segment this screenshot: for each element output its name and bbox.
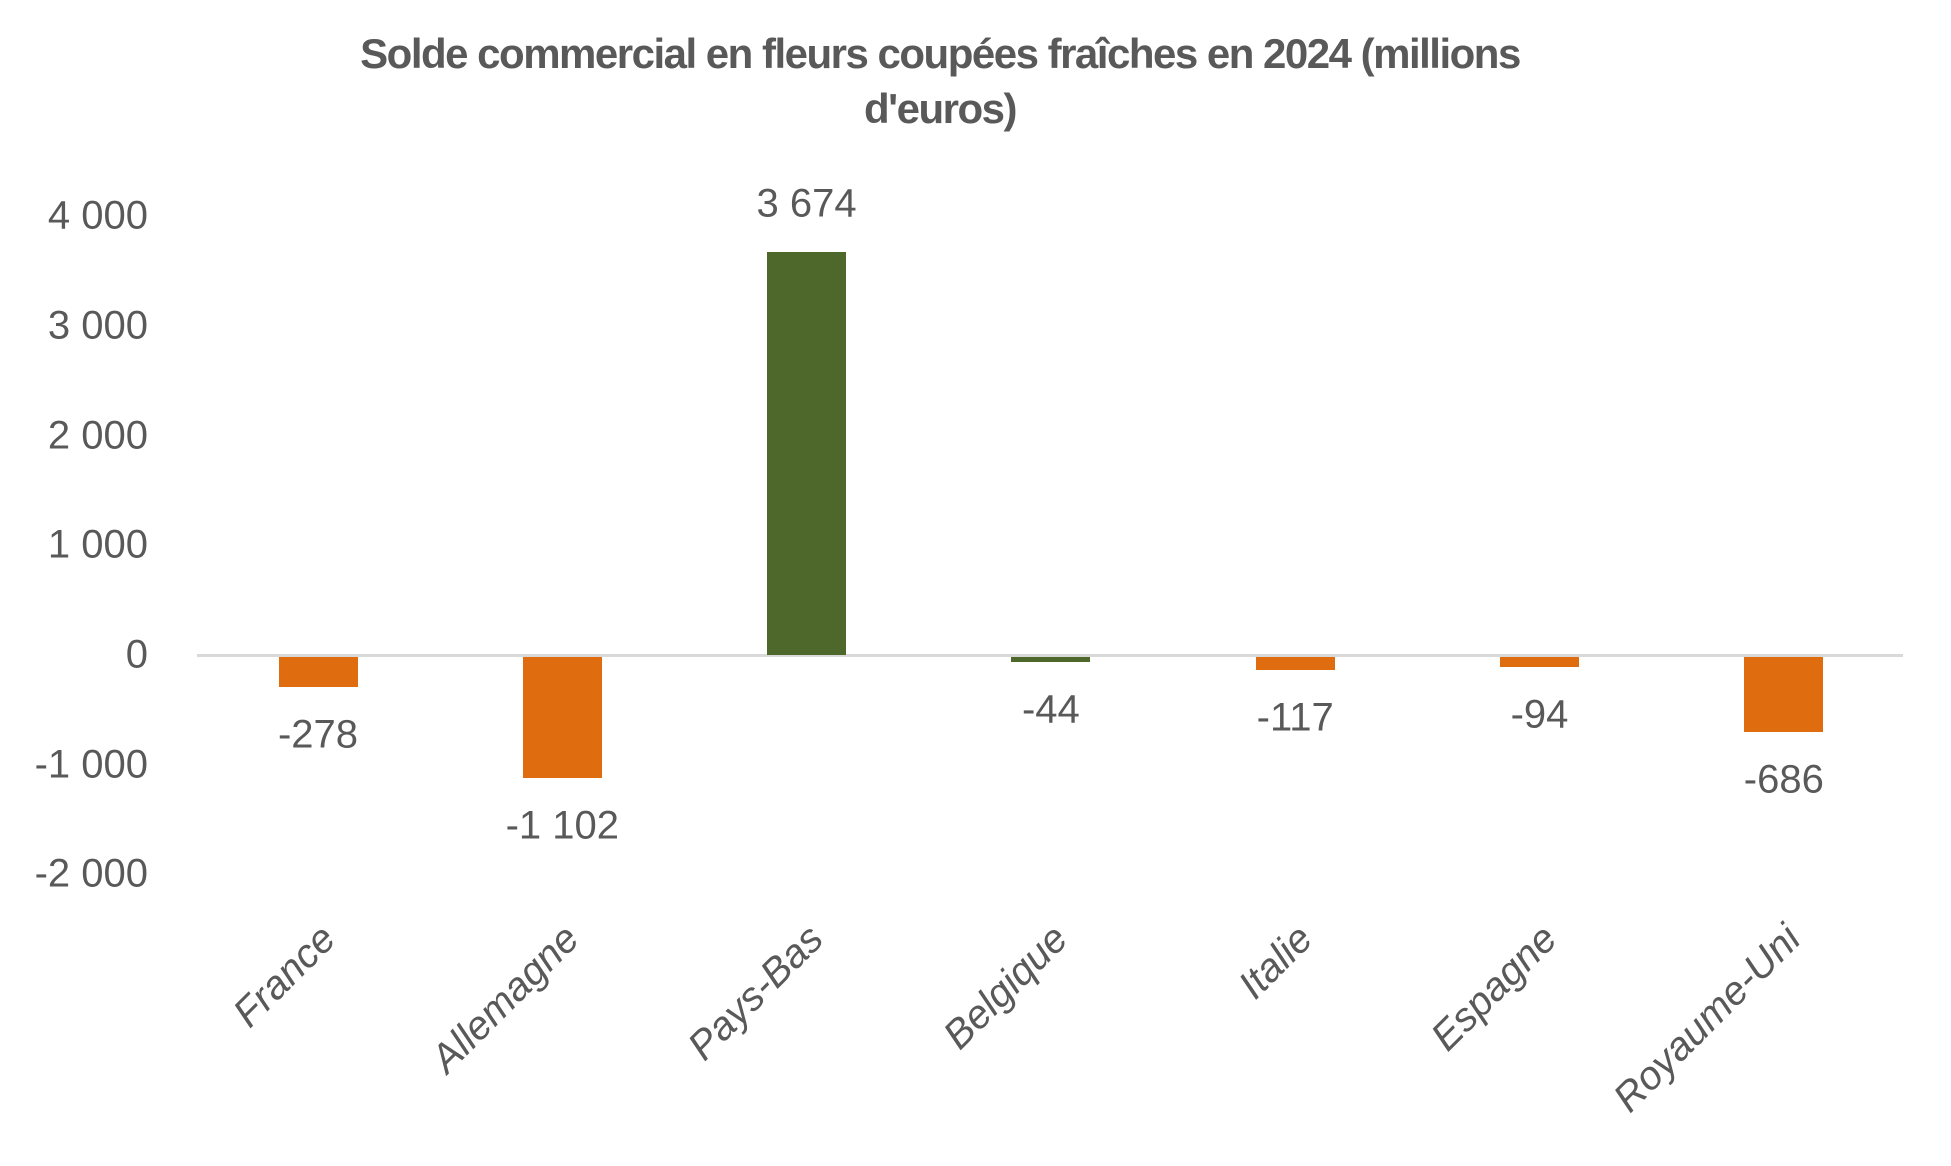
x-axis-label-espagne: Espagne bbox=[1422, 916, 1566, 1060]
chart-title: Solde commercial en fleurs coupées fraîc… bbox=[60, 26, 1820, 136]
bar-royaume-uni[interactable] bbox=[1744, 657, 1824, 733]
x-axis-label-belgique: Belgique bbox=[935, 916, 1077, 1058]
x-axis-zero-line bbox=[197, 653, 1903, 657]
y-axis-tick-label: 4 000 bbox=[47, 193, 148, 238]
value-label-pays-bas: 3 674 bbox=[756, 181, 857, 226]
y-axis-tick-label: 2 000 bbox=[47, 413, 148, 458]
value-label-espagne: -94 bbox=[1510, 692, 1569, 737]
bar-italie[interactable] bbox=[1255, 657, 1335, 670]
chart-title-line-2: d'euros) bbox=[863, 85, 1018, 132]
x-axis-label-france: France bbox=[224, 916, 344, 1036]
bar-france[interactable] bbox=[278, 657, 358, 688]
bar-belgique[interactable] bbox=[1011, 657, 1091, 662]
value-label-allemagne: -1 102 bbox=[505, 803, 620, 848]
y-axis-tick-label: 3 000 bbox=[47, 303, 148, 348]
value-label-belgique: -44 bbox=[1021, 687, 1080, 732]
x-axis-label-pays-bas: Pays-Bas bbox=[680, 916, 833, 1069]
y-axis-tick-label: -1 000 bbox=[34, 742, 148, 787]
y-axis-tick-label: 1 000 bbox=[47, 522, 148, 567]
value-label-france: -278 bbox=[277, 712, 359, 757]
x-axis-label-allemagne: Allemagne bbox=[423, 916, 588, 1082]
y-axis-tick-label: -2 000 bbox=[34, 851, 148, 896]
value-label-royaume-uni: -686 bbox=[1743, 757, 1824, 802]
y-axis-tick-label: 0 bbox=[125, 632, 148, 677]
value-label-italie: -117 bbox=[1256, 695, 1334, 740]
chart-title-line-1: Solde commercial en fleurs coupées fraîc… bbox=[360, 30, 1521, 77]
x-axis-label-italie: Italie bbox=[1229, 916, 1321, 1008]
bar-allemagne[interactable] bbox=[522, 657, 602, 778]
bar-espagne[interactable] bbox=[1500, 657, 1579, 668]
bar-pays-bas[interactable] bbox=[767, 251, 847, 655]
x-axis-label-royaume-uni: Royaume-Uni bbox=[1605, 916, 1810, 1121]
